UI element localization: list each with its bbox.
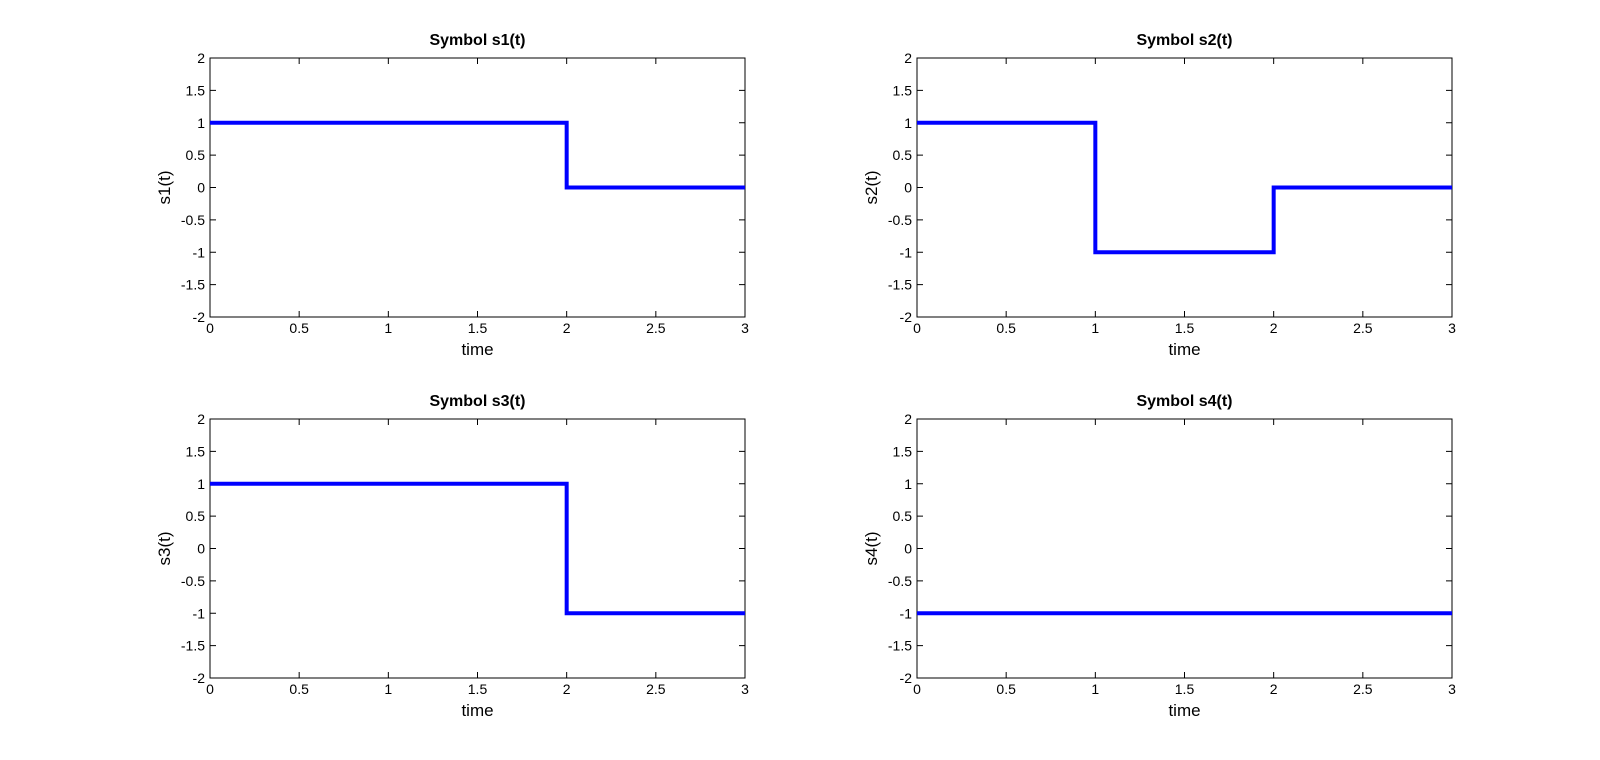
series-line-s1 [210, 120, 745, 190]
x-tick-label: 1 [1091, 681, 1099, 697]
y-tick-label: -1.5 [888, 638, 912, 654]
subplot-s1: 0 0.5 1 1.5 2 2.5 3 -2 -1.5 -1 -0.5 0 0.5 1 1.5 2 Symbol… [155, 32, 749, 359]
x-tick-label: 2.5 [1353, 681, 1373, 697]
x-tick-label: 3 [1448, 320, 1456, 336]
y-tick-label: 1.5 [893, 443, 913, 459]
x-tick-label: 3 [1448, 681, 1456, 697]
series-line-s3 [210, 481, 745, 616]
x-tick-label: 1.5 [468, 681, 488, 697]
y-axis-label: s1(t) [155, 171, 174, 205]
y-tick-label: 0 [904, 541, 912, 557]
y-tick-label: -2 [193, 670, 206, 686]
y-tick-label: -2 [900, 670, 913, 686]
y-tick-label: -2 [900, 309, 913, 325]
y-tick-label: -1.5 [181, 638, 205, 654]
x-tick-label: 1.5 [1175, 320, 1195, 336]
x-tick-label: 0 [913, 681, 921, 697]
x-tick-label: 2 [1270, 320, 1278, 336]
y-tick-label: 1 [197, 476, 205, 492]
y-tick-label: 2 [904, 411, 912, 427]
x-tick-label: 0 [913, 320, 921, 336]
series-line-s2 [917, 120, 1452, 255]
y-tick-label: -0.5 [181, 573, 205, 589]
x-tick-label: 3 [741, 681, 749, 697]
y-tick-label: -0.5 [181, 212, 205, 228]
y-tick-label: 0.5 [893, 508, 913, 524]
x-tick-label: 1 [1091, 320, 1099, 336]
y-tick-label: -0.5 [888, 212, 912, 228]
x-axis-label: time [1168, 340, 1200, 359]
y-tick-label: 1.5 [186, 443, 206, 459]
x-tick-label: 2 [1270, 681, 1278, 697]
y-tick-label: -1 [900, 605, 913, 621]
x-tick-label: 2.5 [646, 320, 666, 336]
y-axis-label: s4(t) [862, 532, 881, 566]
y-tick-label: 0 [197, 541, 205, 557]
subplot-s4: 0 0.5 1 1.5 2 2.5 3 -2 -1.5 -1 -0.5 0 0.5 1 1.5 2 Symbol… [862, 393, 1456, 720]
y-tick-label: 2 [904, 50, 912, 66]
x-tick-label: 1 [384, 320, 392, 336]
x-tick-label: 2.5 [646, 681, 666, 697]
chart-title: Symbol s2(t) [1136, 32, 1232, 49]
y-tick-label: 1.5 [893, 82, 913, 98]
y-tick-label: -2 [193, 309, 206, 325]
y-tick-label: 2 [197, 411, 205, 427]
x-tick-label: 0.5 [996, 681, 1016, 697]
y-tick-label: 2 [197, 50, 205, 66]
y-axis-label: s2(t) [862, 171, 881, 205]
x-tick-label: 0.5 [996, 320, 1016, 336]
y-tick-label: 0.5 [893, 147, 913, 163]
x-tick-label: 3 [741, 320, 749, 336]
x-tick-label: 2.5 [1353, 320, 1373, 336]
chart-title: Symbol s4(t) [1136, 393, 1232, 410]
y-tick-label: -1 [193, 605, 206, 621]
y-tick-label: -1.5 [181, 277, 205, 293]
x-tick-label: 2 [563, 681, 571, 697]
y-axis-label: s3(t) [155, 532, 174, 566]
axes-frame [209, 418, 746, 679]
y-tick-label: 1.5 [186, 82, 206, 98]
x-axis-label: time [1168, 701, 1200, 720]
chart-title: Symbol s1(t) [429, 32, 525, 49]
y-tick-label: 1 [197, 115, 205, 131]
x-tick-label: 1 [384, 681, 392, 697]
y-tick-label: -1 [900, 244, 913, 260]
y-tick-label: -1 [193, 244, 206, 260]
x-axis-label: time [461, 340, 493, 359]
y-tick-label: -1.5 [888, 277, 912, 293]
subplot-s2: 0 0.5 1 1.5 2 2.5 3 -2 -1.5 -1 -0.5 0 0.5 1 1.5 2 Symbol… [862, 32, 1456, 359]
y-tick-label: 0.5 [186, 147, 206, 163]
x-tick-label: 2 [563, 320, 571, 336]
y-tick-label: -0.5 [888, 573, 912, 589]
x-tick-label: 0.5 [289, 681, 309, 697]
chart-title: Symbol s3(t) [429, 393, 525, 410]
y-tick-label: 0.5 [186, 508, 206, 524]
x-tick-label: 1.5 [468, 320, 488, 336]
axes-frame [916, 418, 1453, 679]
x-axis-label: time [461, 701, 493, 720]
subplot-s3: 0 0.5 1 1.5 2 2.5 3 -2 -1.5 -1 -0.5 0 0.5 1 1.5 2 Symbol… [155, 393, 749, 720]
y-tick-label: 0 [197, 180, 205, 196]
x-tick-label: 0 [206, 681, 214, 697]
x-tick-label: 1.5 [1175, 681, 1195, 697]
y-tick-label: 0 [904, 180, 912, 196]
x-tick-label: 0 [206, 320, 214, 336]
y-tick-label: 1 [904, 115, 912, 131]
x-tick-label: 0.5 [289, 320, 309, 336]
y-tick-label: 1 [904, 476, 912, 492]
